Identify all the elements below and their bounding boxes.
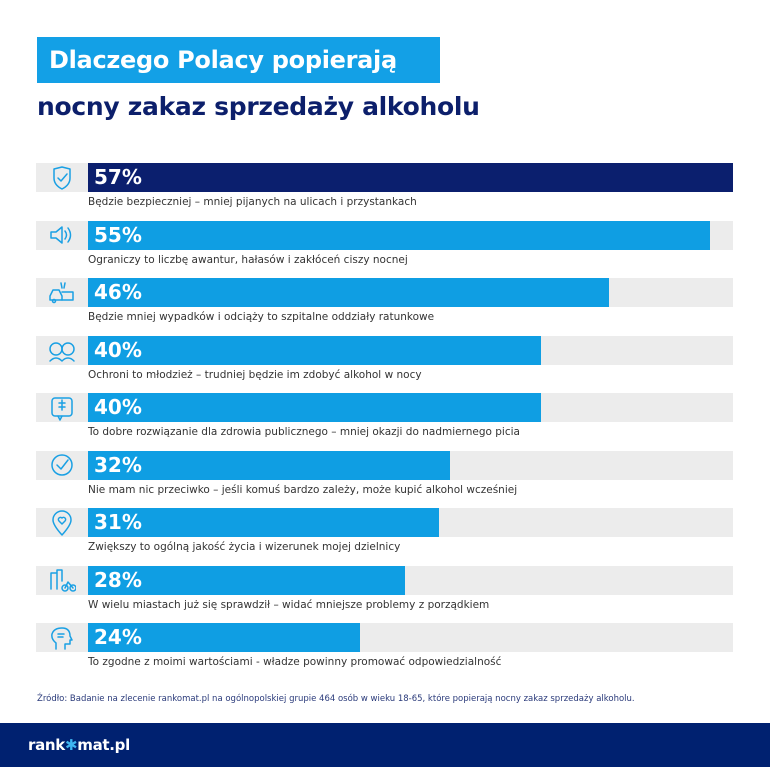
category-label: Będzie bezpieczniej – mniej pijanych na …: [88, 196, 417, 208]
value-label: 28%: [94, 567, 142, 592]
car-crash-icon: [36, 278, 88, 307]
value-label: 55%: [94, 222, 142, 247]
bar: [88, 335, 541, 365]
bar: [88, 565, 405, 595]
footer: rank✱mat.pl: [0, 723, 770, 767]
bar: [88, 508, 439, 537]
bar-row: 40% Ochroni to młodzież – trudniej będzi…: [36, 335, 733, 394]
title-line-1: Dlaczego Polacy popierają: [37, 37, 440, 83]
value-label: 46%: [94, 280, 142, 304]
category-label: Będzie mniej wypadków i odciąży to szpit…: [88, 311, 435, 323]
value-label: 40%: [94, 337, 142, 362]
bar-row: 55% Ograniczy to liczbę awantur, hałasów…: [36, 220, 733, 279]
bar-row: 31% Zwiększy to ogólną jakość życia i wi…: [36, 508, 733, 566]
bar: [88, 393, 541, 422]
medical-cross-icon: [36, 393, 88, 422]
value-label: 24%: [94, 625, 142, 649]
category-label: Nie mam nic przeciwko – jeśli komuś bard…: [88, 483, 518, 496]
city-bike-icon: [36, 566, 88, 595]
bar: [88, 278, 609, 307]
bar: [88, 220, 711, 250]
bar-chart: 57% Będzie bezpieczniej – mniej pijanych…: [36, 163, 733, 681]
bar: [88, 163, 733, 192]
young-people-icon: [36, 336, 88, 365]
speaker-icon: [36, 221, 88, 250]
source-note: Źródło: Badanie na zlecenie rankomat.pl …: [37, 694, 635, 704]
category-label: Zwiększy to ogólną jakość życia i wizeru…: [88, 541, 401, 553]
shield-check-icon: [36, 163, 88, 192]
category-label: W wielu miastach już się sprawdził – wid…: [88, 598, 490, 611]
value-label: 57%: [94, 165, 142, 189]
category-label: To zgodne z moimi wartościami - władze p…: [88, 656, 502, 668]
bar-row: 24% To zgodne z moimi wartościami - wład…: [36, 623, 733, 681]
logo[interactable]: rank✱mat.pl: [28, 736, 130, 754]
head-values-icon: [36, 623, 88, 652]
category-label: Ograniczy to liczbę awantur, hałasów i z…: [88, 253, 408, 266]
value-label: 40%: [94, 395, 142, 419]
bar-row: 40% To dobre rozwiązanie dla zdrowia pub…: [36, 393, 733, 451]
category-label: To dobre rozwiązanie dla zdrowia publicz…: [88, 426, 520, 438]
value-label: 31%: [94, 510, 142, 534]
bar-row: 28% W wielu miastach już się sprawdził –…: [36, 565, 733, 624]
value-label: 32%: [94, 452, 142, 477]
bar: [88, 450, 451, 480]
heart-pin-icon: [36, 508, 88, 537]
bar: [88, 623, 360, 652]
check-circle-icon: [36, 451, 88, 480]
title-line-2: nocny zakaz sprzedaży alkoholu: [37, 92, 480, 121]
category-label: Ochroni to młodzież – trudniej będzie im…: [88, 368, 422, 381]
bar-row: 46% Będzie mniej wypadków i odciąży to s…: [36, 278, 733, 336]
bar-row: 32% Nie mam nic przeciwko – jeśli komuś …: [36, 450, 733, 509]
bar-row: 57% Będzie bezpieczniej – mniej pijanych…: [36, 163, 733, 221]
